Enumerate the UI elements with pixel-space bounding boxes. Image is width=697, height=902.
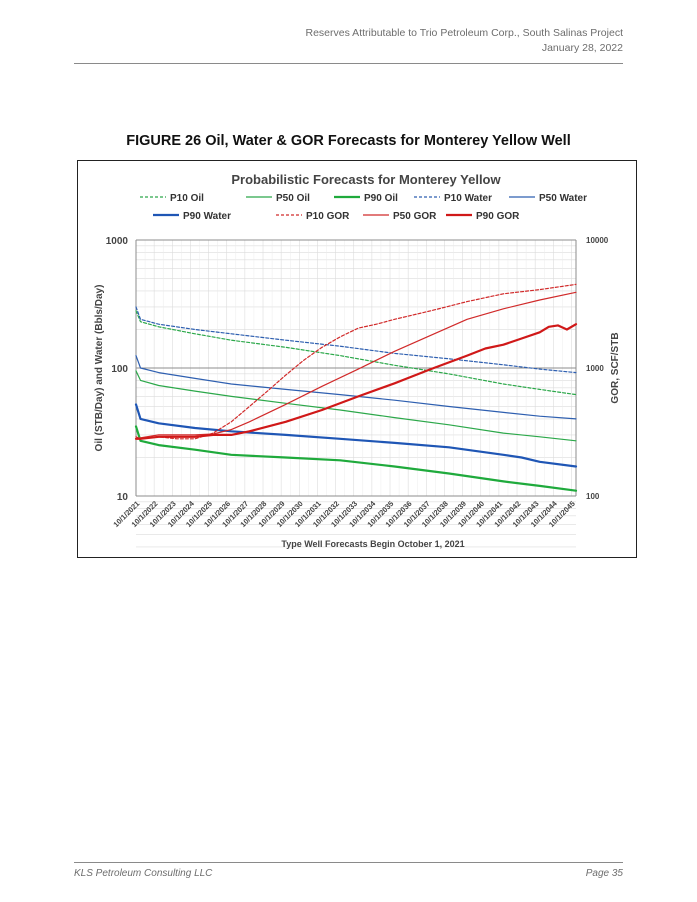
series-line-p90-gor [134,323,578,440]
legend-label-p90-water: P90 Water [183,211,231,222]
y-axis-title: Oil (STB/Day) and Water (Bbls/Day) [94,285,105,452]
y2-tick-label: 100 [586,492,600,501]
y-tick-label-left: 100 [111,364,128,375]
y2-tick-label: 1000 [586,364,604,373]
series-line-p10-gor [135,283,577,440]
legend-label-p50-oil: P50 Oil [276,193,310,204]
legend-label-p90-gor: P90 GOR [476,211,520,222]
y2-axis-title: GOR, SCF/STB [610,332,621,403]
footer-divider [74,862,623,863]
footer-company: KLS Petroleum Consulting LLC [74,868,213,879]
header-line-1: Reserves Attributable to Trio Petroleum … [305,27,624,39]
series-line-p10-oil [135,310,577,396]
legend-label-p50-gor: P50 GOR [393,211,437,222]
header-divider [74,63,623,64]
chart-title: Probabilistic Forecasts for Monterey Yel… [231,172,501,187]
series-line-p10-water [135,306,577,374]
y2-tick-label: 10000 [586,236,609,245]
series-line-p90-water [134,403,578,468]
legend-label-p10-gor: P10 GOR [306,211,350,222]
y-tick-label-left: 10 [117,492,129,503]
x-axis-title: Type Well Forecasts Begin October 1, 202… [281,539,464,549]
series-line-p90-oil [134,425,578,492]
footer-page-number: Page 35 [585,868,623,879]
chart-svg: Probabilistic Forecasts for Monterey Yel… [94,172,621,549]
header-line-2: January 28, 2022 [541,42,623,54]
page-header: Reserves Attributable to Trio Petroleum … [306,26,624,56]
chart-container: Probabilistic Forecasts for Monterey Yel… [77,160,637,558]
y-tick-label-left: 1000 [106,236,129,247]
figure-title: FIGURE 26 Oil, Water & GOR Forecasts for… [126,133,571,149]
series-line-p50-oil [135,370,577,442]
legend-label-p90-oil: P90 Oil [364,193,398,204]
legend-label-p10-water: P10 Water [444,193,492,204]
legend-label-p50-water: P50 Water [539,193,587,204]
series-line-p50-water [135,355,577,420]
legend-label-p10-oil: P10 Oil [170,193,204,204]
series-line-p50-gor [135,291,577,440]
